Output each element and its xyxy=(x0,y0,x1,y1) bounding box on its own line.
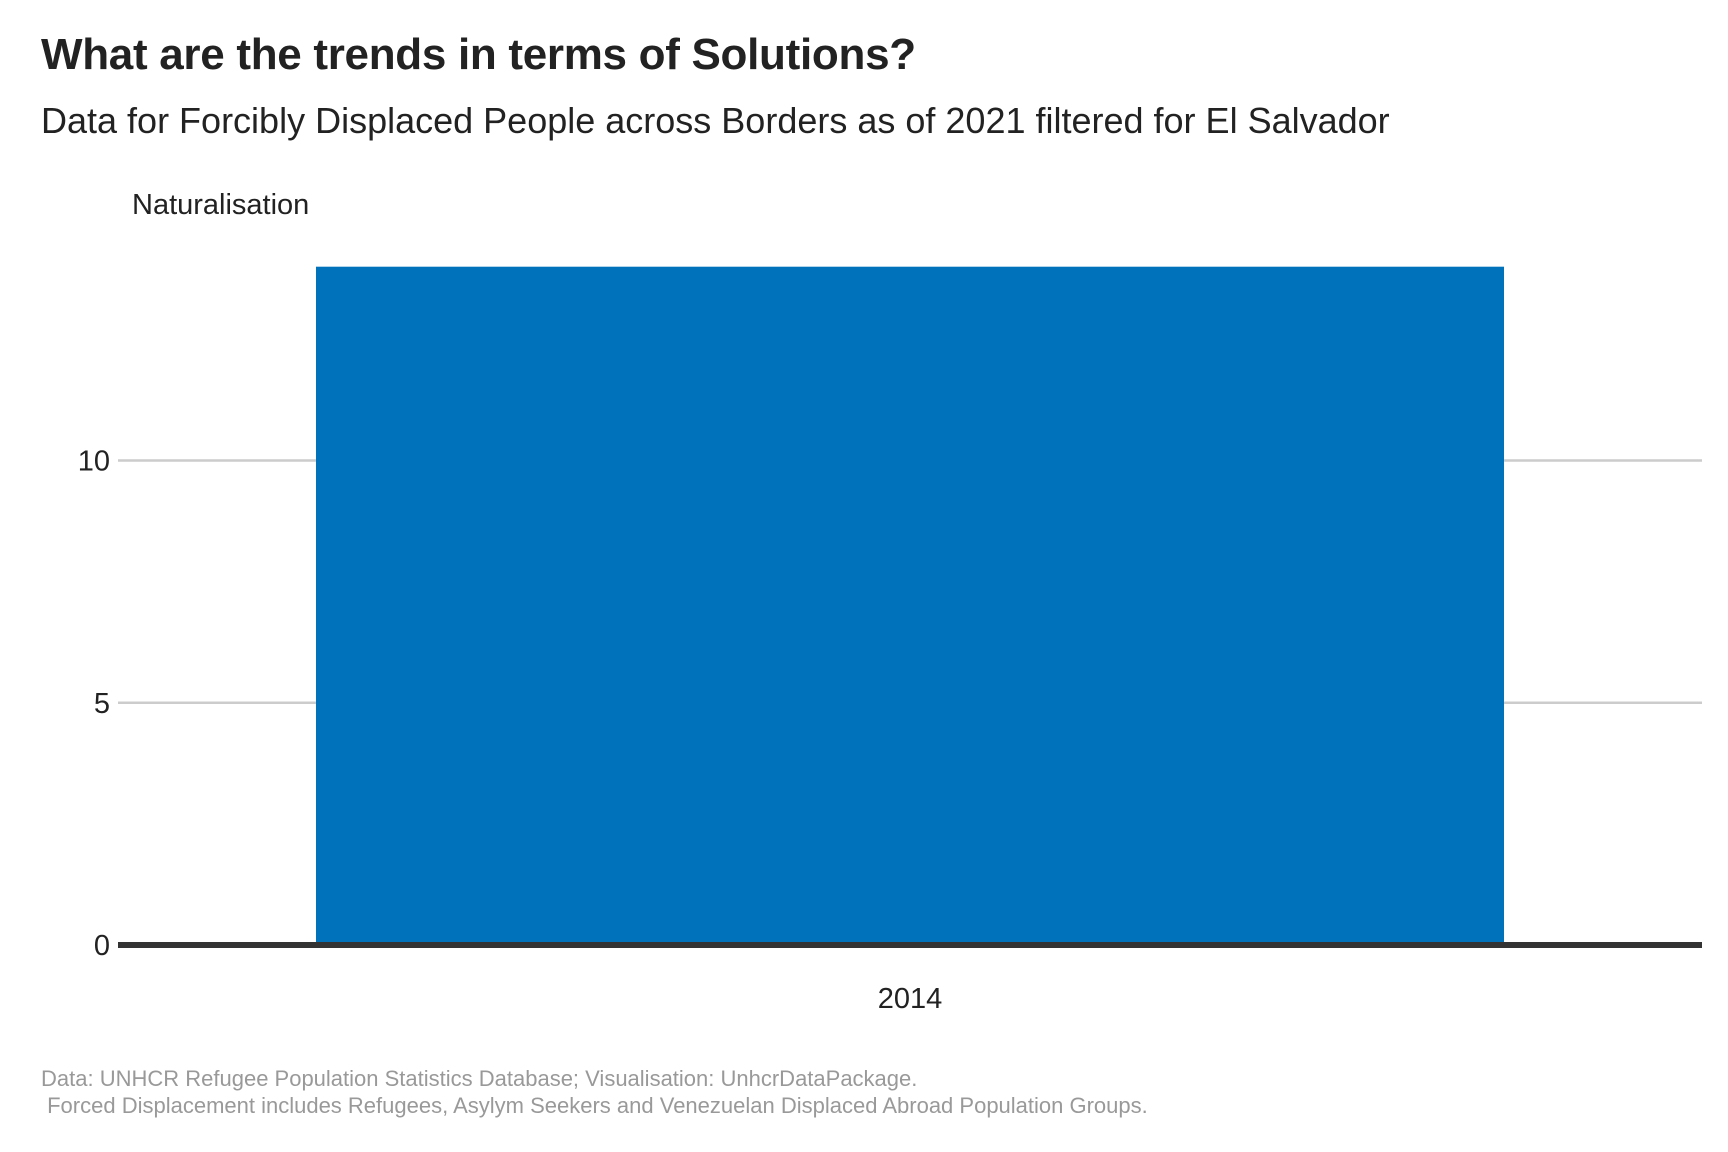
y-tick-label: 5 xyxy=(94,688,110,720)
chart-title: What are the trends in terms of Solution… xyxy=(41,30,916,79)
y-axis-title: Naturalisation xyxy=(132,189,309,221)
bars xyxy=(316,266,1504,945)
x-tick-label: 2014 xyxy=(878,983,943,1015)
y-tick-labels: 0 5 10 xyxy=(78,446,110,963)
caption-line-1: Data: UNHCR Refugee Population Statistic… xyxy=(41,1066,918,1091)
y-tick-label: 0 xyxy=(94,930,110,962)
caption-line-2: Forced Displacement includes Refugees, A… xyxy=(41,1093,1148,1118)
bar-2014 xyxy=(316,266,1504,945)
y-tick-label: 10 xyxy=(78,446,110,478)
chart-caption: Data: UNHCR Refugee Population Statistic… xyxy=(41,1065,1148,1119)
x-tick-labels: 2014 xyxy=(878,983,943,1015)
chart-subtitle: Data for Forcibly Displaced People acros… xyxy=(41,100,1390,141)
